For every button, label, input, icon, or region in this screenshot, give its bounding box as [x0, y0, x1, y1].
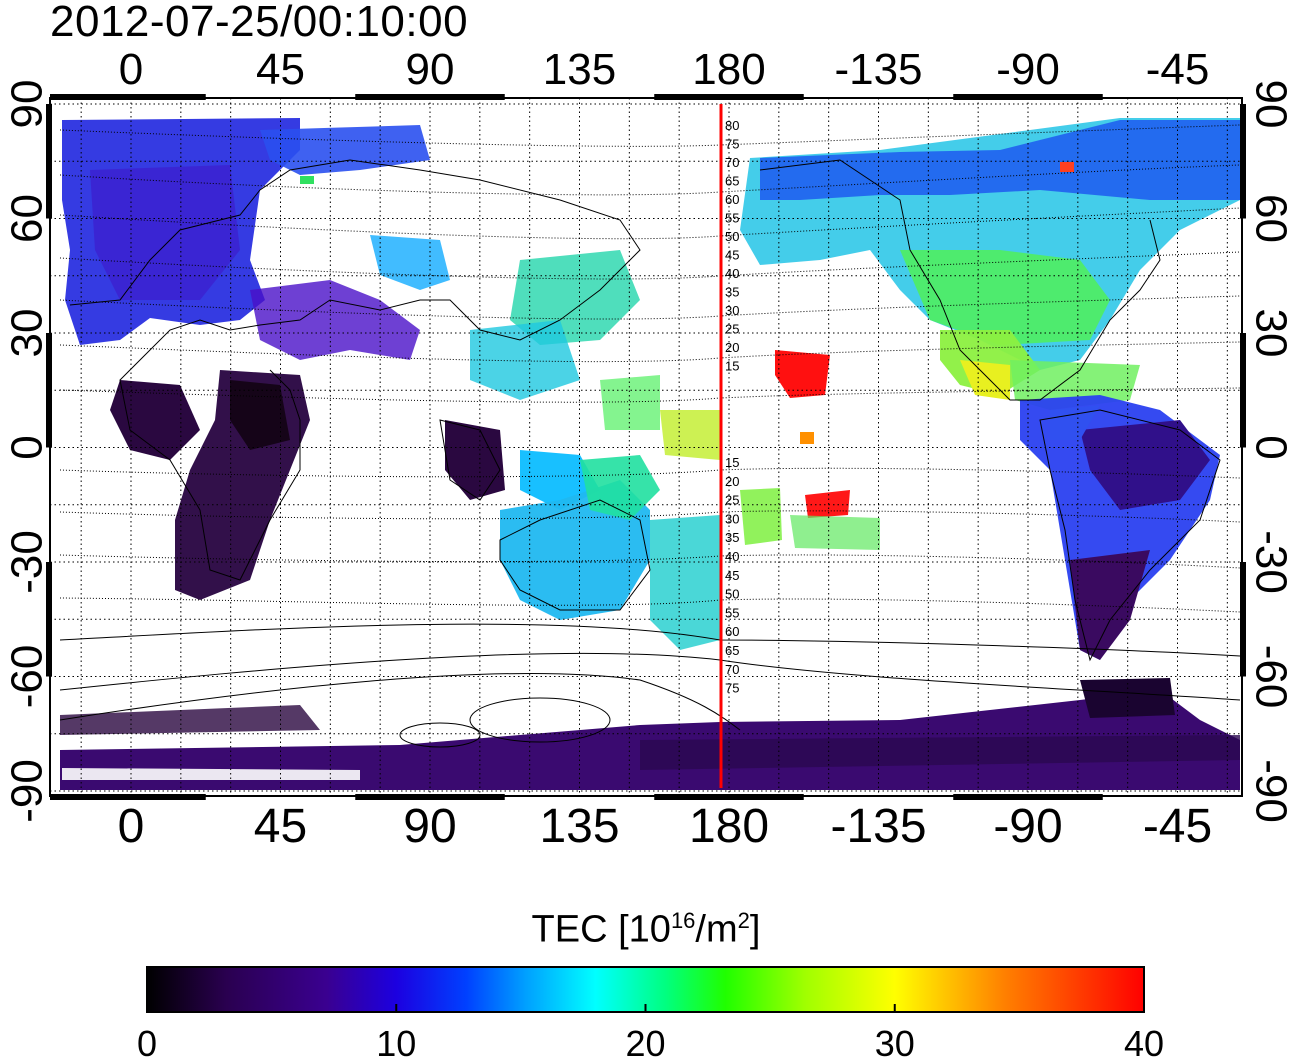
terminator-label: 80 — [725, 118, 739, 133]
terminator-label: 55 — [725, 211, 739, 226]
lat-tick-left: 60 — [3, 194, 52, 243]
axis-bar-left — [46, 562, 52, 677]
terminator-label: 20 — [725, 340, 739, 355]
lon-tick-top: -90 — [996, 45, 1060, 94]
terminator-label: 50 — [725, 587, 739, 602]
axis-bar-top — [654, 94, 804, 100]
lon-tick-top: 135 — [543, 45, 616, 94]
terminator-label: 65 — [725, 174, 739, 189]
colorbar-ticks: 0 10 20 30 40 — [137, 1004, 1164, 1057]
terminator-label: 70 — [725, 662, 739, 677]
axis-bar-top — [355, 94, 505, 100]
axis-bar-top — [50, 94, 206, 100]
terminator-label: 75 — [725, 137, 739, 152]
lon-tick-top: -45 — [1146, 45, 1210, 94]
lat-tick-left: -90 — [3, 759, 52, 823]
axis-bar-bottom — [953, 794, 1103, 800]
lon-tick-bottom: 180 — [689, 800, 769, 853]
axis-bar-bottom — [50, 794, 206, 800]
colorbar-tick-label: 0 — [137, 1023, 157, 1057]
axis-bar-left — [46, 104, 52, 219]
coastlines — [69, 159, 1221, 662]
colorbar-tick-label: 10 — [376, 1023, 416, 1057]
terminator-label: 70 — [725, 155, 739, 170]
terminator-label: 25 — [725, 493, 739, 508]
colorbar-tick-label: 30 — [875, 1023, 915, 1057]
lon-tick-top: 45 — [256, 45, 305, 94]
axis-bar-top — [953, 94, 1103, 100]
lon-tick-top: 180 — [692, 45, 765, 94]
terminator-label: 30 — [725, 303, 739, 318]
terminator-labels: 80 75 70 65 60 55 50 45 40 35 30 25 20 15 15 20 25 30 35 40… — [725, 118, 739, 696]
terminator-label: 60 — [725, 192, 739, 207]
axis-bars — [46, 94, 1246, 800]
axis-bar-bottom — [355, 794, 505, 800]
terminator-label: 40 — [725, 549, 739, 564]
terminator-label: 45 — [725, 568, 739, 583]
lat-tick-left: -60 — [3, 645, 52, 709]
tec-data-layer — [60, 118, 1240, 790]
lon-tick-bottom: 90 — [403, 800, 456, 853]
terminator-label: 60 — [725, 624, 739, 639]
lat-tick-right: -60 — [1246, 645, 1292, 709]
colorbar-tick-label: 40 — [1124, 1023, 1164, 1057]
lon-tick-bottom: -135 — [830, 800, 926, 853]
lat-tick-right: -90 — [1246, 759, 1292, 823]
axis-bar-left — [46, 333, 52, 448]
lat-tick-right: 30 — [1246, 309, 1292, 358]
terminator-label: 75 — [725, 681, 739, 696]
terminator-label: 50 — [725, 229, 739, 244]
tick-labels: 0045459090135135180180-135-135-90-90-45-… — [3, 45, 1292, 853]
lon-tick-bottom: 135 — [539, 800, 619, 853]
lat-tick-right: 0 — [1246, 435, 1292, 459]
terminator-label: 25 — [725, 322, 739, 337]
map-title: 2012-07-25/00:10:00 — [50, 0, 469, 46]
lat-tick-left: -30 — [3, 530, 52, 594]
axis-bar-right — [1240, 562, 1246, 677]
terminator-label: 15 — [725, 455, 739, 470]
lat-tick-right: 60 — [1246, 194, 1292, 243]
lat-tick-right: 90 — [1246, 80, 1292, 129]
colorbar-title: TEC [1016/m2] — [531, 908, 761, 951]
axis-bar-right — [1240, 333, 1246, 448]
terminator-label: 30 — [725, 511, 739, 526]
lon-tick-top: 0 — [119, 45, 143, 94]
terminator-label: 35 — [725, 530, 739, 545]
solar-zenith-contours — [59, 124, 1241, 748]
terminator-label: 15 — [725, 359, 739, 374]
terminator-label: 65 — [725, 643, 739, 658]
terminator-label: 35 — [725, 285, 739, 300]
lat-tick-left: 30 — [3, 309, 52, 358]
lon-tick-bottom: 45 — [254, 800, 307, 853]
colorbar-tick-label: 20 — [625, 1023, 665, 1057]
terminator-label: 20 — [725, 474, 739, 489]
lon-tick-bottom: 0 — [118, 800, 145, 853]
lon-tick-bottom: -45 — [1143, 800, 1212, 853]
lat-tick-right: -30 — [1246, 530, 1292, 594]
lat-tick-left: 0 — [3, 435, 52, 459]
lon-tick-top: 90 — [406, 45, 455, 94]
terminator-label: 55 — [725, 605, 739, 620]
lon-tick-top: -135 — [834, 45, 922, 94]
lat-tick-left: 90 — [3, 80, 52, 129]
terminator-label: 45 — [725, 248, 739, 263]
lon-tick-bottom: -90 — [993, 800, 1062, 853]
axis-bar-bottom — [654, 794, 804, 800]
axis-bar-right — [1240, 104, 1246, 219]
terminator-label: 40 — [725, 266, 739, 281]
